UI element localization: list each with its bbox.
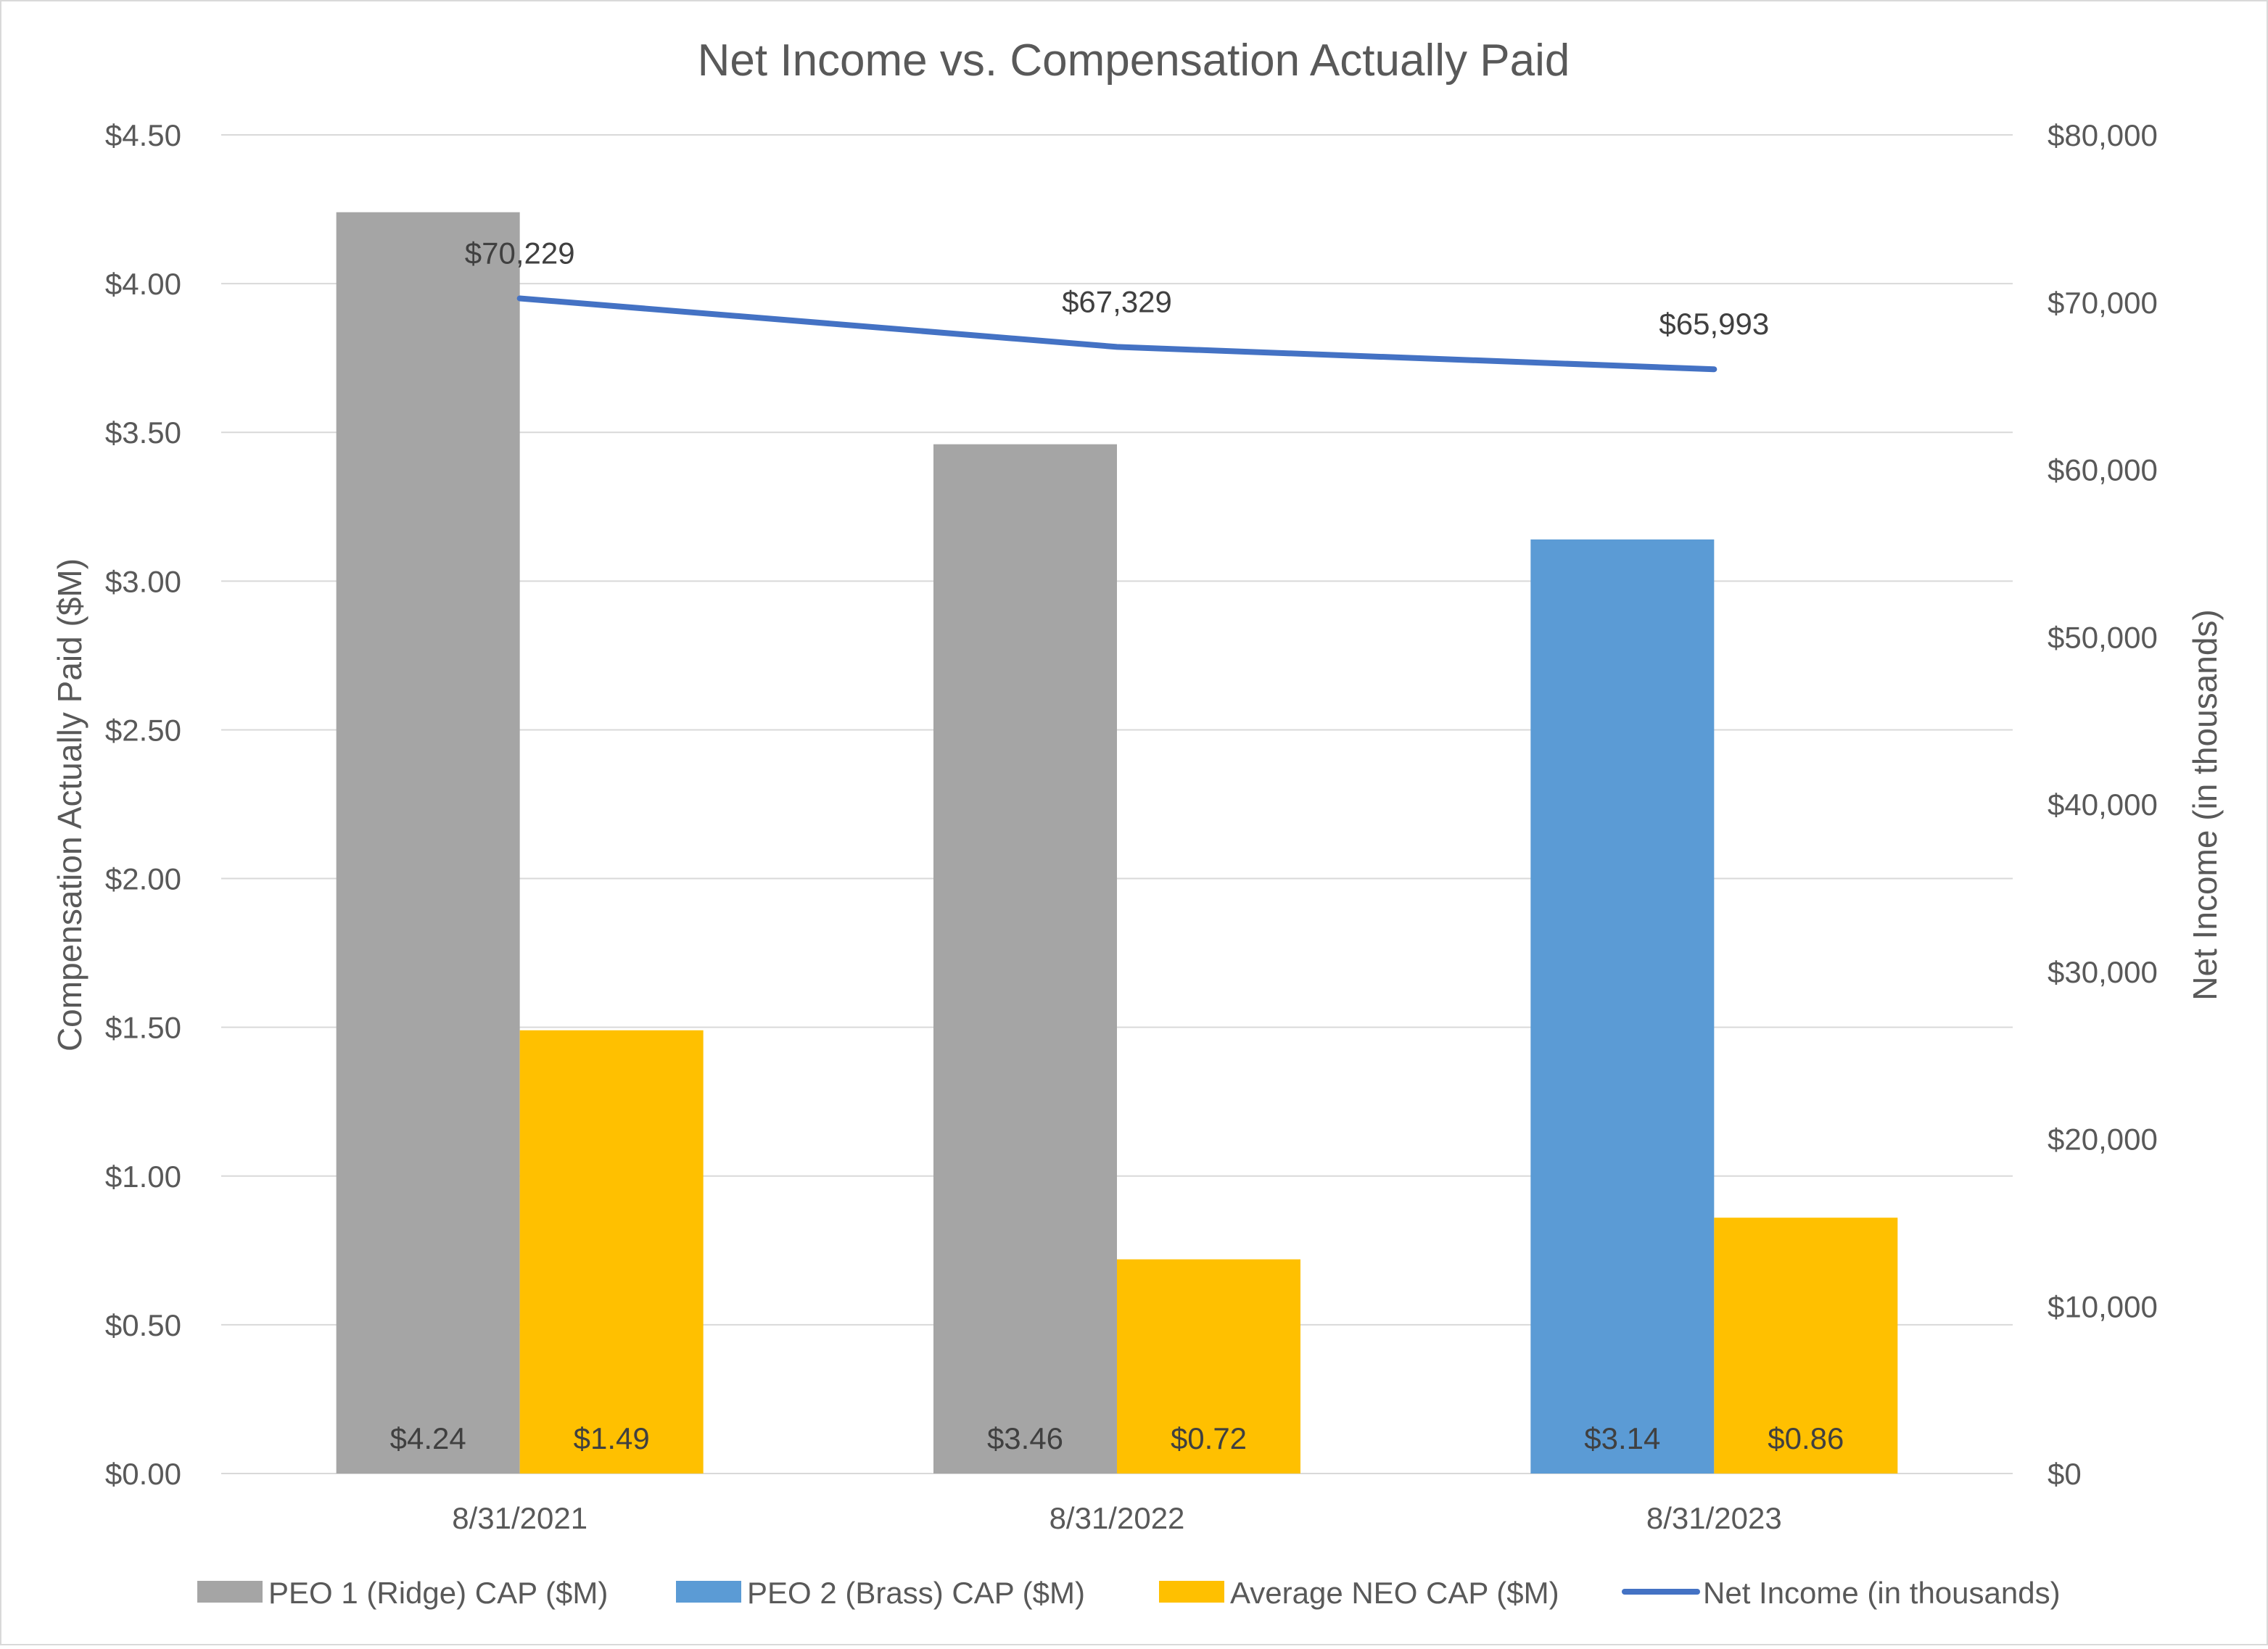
bar-data-label: $3.46 — [987, 1421, 1063, 1455]
bar-peo-1-ridge-cap-m — [933, 445, 1117, 1474]
bar-peo-1-ridge-cap-m — [337, 212, 520, 1474]
legend-label: PEO 1 (Ridge) CAP ($M) — [268, 1576, 608, 1610]
bar-data-label: $4.24 — [390, 1421, 466, 1455]
left-tick-label: $3.50 — [105, 416, 181, 450]
bar-peo-2-brass-cap-m — [1530, 540, 1714, 1474]
left-tick-label: $4.00 — [105, 267, 181, 301]
legend-label: Average NEO CAP ($M) — [1230, 1576, 1559, 1610]
x-tick-label: 8/31/2022 — [1050, 1501, 1185, 1535]
right-tick-label: $50,000 — [2048, 620, 2158, 654]
left-axis-title: Compensation Actually Paid ($M) — [51, 558, 88, 1051]
left-tick-label: $2.50 — [105, 713, 181, 747]
net-income-data-label: $65,993 — [1659, 307, 1769, 341]
x-tick-label: 8/31/2023 — [1646, 1501, 1782, 1535]
legend-swatch — [197, 1581, 263, 1603]
left-tick-label: $0.00 — [105, 1457, 181, 1491]
legend-label: PEO 2 (Brass) CAP ($M) — [747, 1576, 1085, 1610]
right-tick-label: $40,000 — [2048, 788, 2158, 822]
net-income-data-label: $67,329 — [1062, 284, 1172, 318]
left-tick-label: $2.00 — [105, 862, 181, 896]
right-axis-title: Net Income (in thousands) — [2186, 609, 2224, 1001]
left-tick-label: $0.50 — [105, 1308, 181, 1342]
right-tick-label: $20,000 — [2048, 1123, 2158, 1157]
right-tick-label: $70,000 — [2048, 286, 2158, 320]
bar-data-label: $0.72 — [1171, 1421, 1247, 1455]
right-tick-label: $80,000 — [2048, 118, 2158, 152]
right-tick-label: $30,000 — [2048, 955, 2158, 989]
left-tick-label: $4.50 — [105, 118, 181, 152]
right-tick-label: $0 — [2048, 1457, 2082, 1491]
left-tick-label: $3.00 — [105, 564, 181, 598]
right-tick-label: $60,000 — [2048, 453, 2158, 487]
left-tick-label: $1.00 — [105, 1160, 181, 1194]
bar-data-label: $1.49 — [574, 1421, 650, 1455]
legend-swatch — [1159, 1581, 1224, 1603]
bar-data-label: $3.14 — [1584, 1421, 1660, 1455]
right-tick-label: $10,000 — [2048, 1289, 2158, 1323]
x-tick-label: 8/31/2021 — [452, 1501, 587, 1535]
bar-data-label: $0.86 — [1768, 1421, 1844, 1455]
chart-title: Net Income vs. Compensation Actually Pai… — [698, 36, 1570, 86]
legend-swatch — [676, 1581, 741, 1603]
legend-label: Net Income (in thousands) — [1703, 1576, 2061, 1610]
left-tick-label: $1.50 — [105, 1011, 181, 1045]
net-income-data-label: $70,229 — [465, 236, 575, 270]
bar-average-neo-cap-m — [520, 1030, 704, 1474]
